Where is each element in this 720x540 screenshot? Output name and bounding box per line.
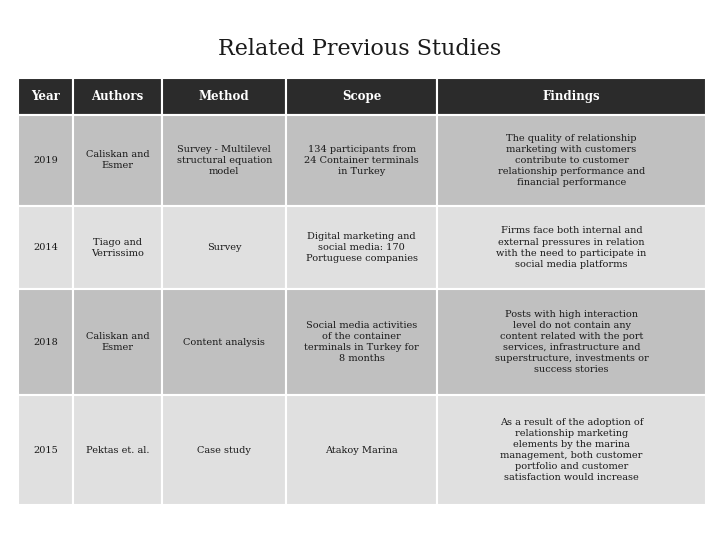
Text: Caliskan and
Esmer: Caliskan and Esmer [86,332,150,352]
Text: 2015: 2015 [33,446,58,455]
Bar [163,115,286,206]
Bar [73,289,163,395]
Bar [438,395,706,505]
Bar [438,206,706,289]
Bar [286,115,438,206]
Bar [73,115,163,206]
Text: 2018: 2018 [33,338,58,347]
Text: Survey: Survey [207,243,241,252]
Bar [18,395,73,505]
Bar [286,395,438,505]
Text: Year: Year [31,90,60,103]
Bar [18,289,73,395]
Bar [18,78,73,115]
Text: Firms face both internal and
external pressures in relation
with the need to par: Firms face both internal and external pr… [496,226,647,269]
Bar [163,289,286,395]
Text: Survey - Multilevel
structural equation
model: Survey - Multilevel structural equation … [176,145,272,176]
Text: Posts with high interaction
level do not contain any
content related with the po: Posts with high interaction level do not… [495,310,649,374]
Bar [18,206,73,289]
Bar [286,78,438,115]
Bar [286,289,438,395]
Text: Content analysis: Content analysis [184,338,265,347]
Text: Caliskan and
Esmer: Caliskan and Esmer [86,150,150,171]
Text: Method: Method [199,90,250,103]
Bar [73,395,163,505]
Text: Findings: Findings [543,90,600,103]
Bar [286,206,438,289]
Text: Digital marketing and
social media: 170
Portuguese companies: Digital marketing and social media: 170 … [306,232,418,263]
Text: As a result of the adoption of
relationship marketing
elements by the marina
man: As a result of the adoption of relations… [500,418,643,482]
Text: Related Previous Studies: Related Previous Studies [218,38,502,60]
Text: Scope: Scope [342,90,382,103]
Text: 2019: 2019 [33,156,58,165]
Text: Social media activities
of the container
terminals in Turkey for
8 months: Social media activities of the container… [305,321,419,363]
Bar [438,115,706,206]
Bar [438,289,706,395]
Text: Tiago and
Verrissimo: Tiago and Verrissimo [91,238,144,258]
Bar [73,206,163,289]
Text: The quality of relationship
marketing with customers
contribute to customer
rela: The quality of relationship marketing wi… [498,134,645,187]
Bar [438,78,706,115]
Text: Pektas et. al.: Pektas et. al. [86,446,150,455]
Bar [163,206,286,289]
Text: Case study: Case study [197,446,251,455]
Text: 2014: 2014 [33,243,58,252]
Text: Authors: Authors [91,90,144,103]
Text: Atakoy Marina: Atakoy Marina [325,446,398,455]
Bar [163,78,286,115]
Bar [18,115,73,206]
Text: 134 participants from
24 Container terminals
in Turkey: 134 participants from 24 Container termi… [305,145,419,176]
Bar [163,395,286,505]
Bar [73,78,163,115]
